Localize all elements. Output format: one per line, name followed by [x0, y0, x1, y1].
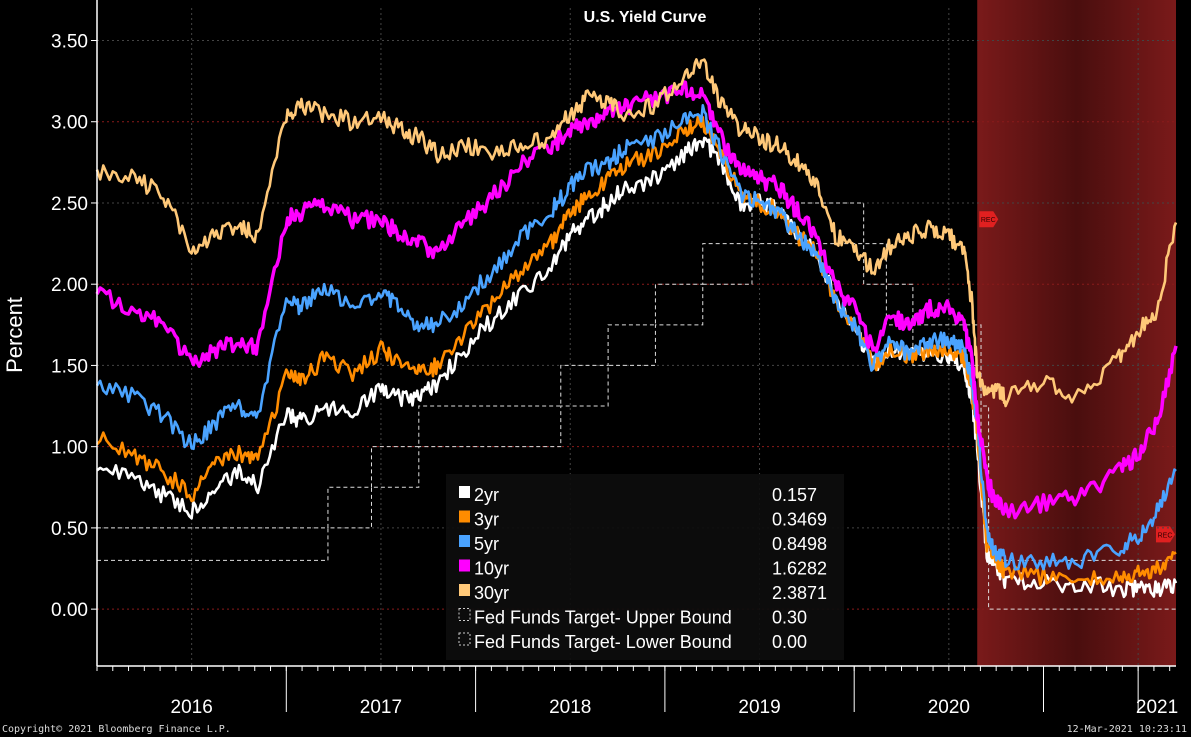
legend-label: 30yr	[474, 583, 509, 603]
recession-marker: REC	[979, 211, 999, 228]
x-tick-label: 2017	[360, 697, 402, 718]
legend-value: 0.30	[772, 608, 807, 628]
legend-value: 2.3871	[772, 583, 827, 603]
legend-swatch	[459, 510, 470, 523]
y-tick-label: 0.50	[51, 519, 88, 540]
y-tick-label: 0.00	[51, 600, 88, 621]
x-tick-label: 2018	[549, 697, 591, 718]
legend-label: 3yr	[474, 510, 499, 530]
legend-swatch	[459, 486, 470, 498]
x-tick-label: 2016	[171, 697, 213, 718]
recession-marker-shape	[979, 211, 999, 228]
y-axis-label: Percent	[2, 297, 27, 373]
legend-label: 5yr	[474, 534, 499, 554]
legend-value: 0.157	[772, 485, 817, 505]
x-tick-label: 2019	[738, 697, 780, 718]
timestamp-text: 12-Mar-2021 10:23:11	[1066, 724, 1187, 735]
fed-funds-step-line	[97, 202, 1176, 561]
legend-swatch	[459, 559, 470, 572]
y-tick-label: 3.50	[51, 31, 88, 52]
legend-value: 0.00	[772, 632, 807, 652]
legend-value: 0.8498	[772, 534, 827, 554]
y-tick-label: 2.00	[51, 275, 88, 296]
series-line-5yr	[95, 104, 1177, 571]
series-line-10yr	[95, 80, 1178, 520]
legend-swatch	[458, 632, 471, 646]
legend-label: Fed Funds Target- Lower Bound	[474, 632, 732, 652]
series-line-30yr	[95, 58, 1178, 408]
copyright-text: Copyright© 2021 Bloomberg Finance L.P.	[2, 724, 231, 735]
legend-swatch	[459, 535, 470, 547]
legend-label: 10yr	[474, 559, 509, 579]
chart-title: U.S. Yield Curve	[584, 9, 707, 26]
legend-box	[446, 474, 844, 660]
legend-value: 0.3469	[772, 510, 827, 530]
legend-swatch	[458, 608, 471, 621]
legend-value: 1.6282	[772, 559, 827, 579]
y-tick-label: 1.00	[51, 438, 88, 459]
legend-swatch	[459, 584, 470, 596]
legend-label: Fed Funds Target- Upper Bound	[474, 608, 732, 628]
recession-marker-label: REC	[1158, 532, 1173, 539]
recession-marker: REC	[1156, 526, 1175, 543]
y-tick-label: 2.50	[51, 194, 88, 215]
x-tick-label: 2020	[928, 697, 970, 718]
y-tick-label: 1.50	[51, 356, 88, 377]
y-tick-label: 3.00	[51, 113, 88, 134]
legend-label: 2yr	[474, 485, 499, 505]
x-tick-label: 2021	[1136, 697, 1178, 718]
recession-marker-label: REC	[981, 217, 996, 224]
recession-marker-shape	[1156, 526, 1175, 543]
